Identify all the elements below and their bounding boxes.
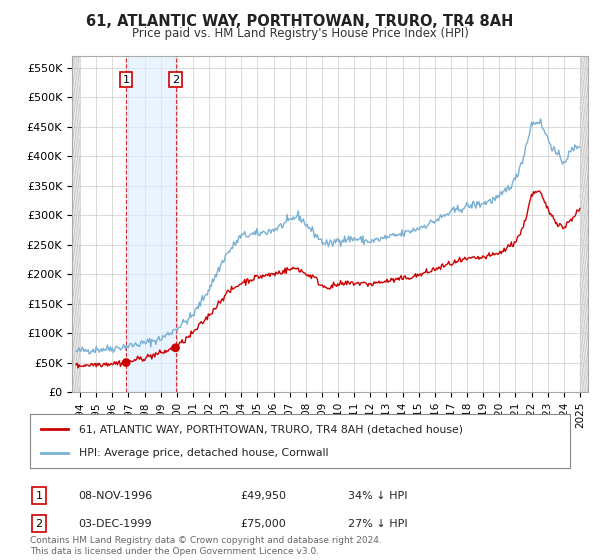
- Text: 2: 2: [35, 519, 43, 529]
- Point: [171, 343, 181, 352]
- Text: HPI: Average price, detached house, Cornwall: HPI: Average price, detached house, Corn…: [79, 447, 328, 458]
- Text: Price paid vs. HM Land Registry's House Price Index (HPI): Price paid vs. HM Land Registry's House …: [131, 27, 469, 40]
- Text: £49,950: £49,950: [240, 491, 286, 501]
- Text: 03-DEC-1999: 03-DEC-1999: [78, 519, 152, 529]
- Text: 61, ATLANTIC WAY, PORTHTOWAN, TRURO, TR4 8AH: 61, ATLANTIC WAY, PORTHTOWAN, TRURO, TR4…: [86, 14, 514, 29]
- Text: 34% ↓ HPI: 34% ↓ HPI: [348, 491, 407, 501]
- Text: 1: 1: [35, 491, 43, 501]
- Bar: [72, 56, 80, 392]
- Text: 08-NOV-1996: 08-NOV-1996: [78, 491, 152, 501]
- Text: Contains HM Land Registry data © Crown copyright and database right 2024.
This d: Contains HM Land Registry data © Crown c…: [30, 536, 382, 556]
- Text: 27% ↓ HPI: 27% ↓ HPI: [348, 519, 407, 529]
- Bar: [126, 56, 176, 392]
- Bar: [580, 56, 588, 392]
- Text: 1: 1: [122, 74, 130, 85]
- Text: 61, ATLANTIC WAY, PORTHTOWAN, TRURO, TR4 8AH (detached house): 61, ATLANTIC WAY, PORTHTOWAN, TRURO, TR4…: [79, 424, 463, 435]
- Text: 2: 2: [172, 74, 179, 85]
- Point: [121, 358, 131, 367]
- Text: £75,000: £75,000: [240, 519, 286, 529]
